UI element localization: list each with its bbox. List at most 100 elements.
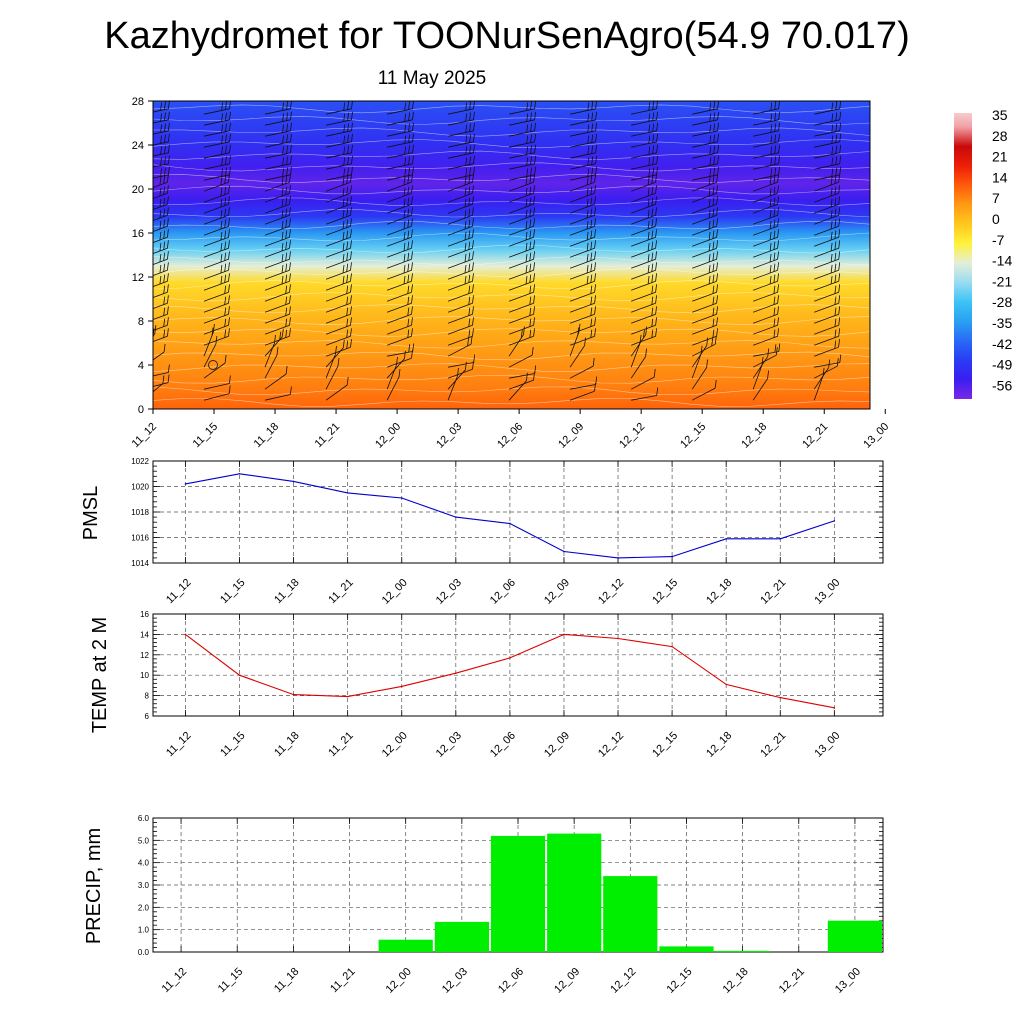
- wind-barb-feather: [534, 144, 536, 153]
- wind-barb-feather: [777, 262, 779, 271]
- wind-barb-feather: [160, 168, 162, 177]
- wind-barb-feather: [164, 101, 166, 110]
- wind-barb-feather: [708, 187, 711, 197]
- wind-barb: [814, 313, 839, 324]
- precip-xtick-label: 13_00: [833, 966, 863, 996]
- wind-barb-feather: [408, 344, 411, 353]
- wind-barb: [875, 303, 899, 312]
- wind-barb: [631, 258, 656, 269]
- wind-barb-feather: [647, 187, 650, 197]
- wind-barb-feather: [407, 197, 410, 206]
- wind-barb-feather: [900, 218, 901, 226]
- wind-barb: [753, 335, 778, 346]
- wind-barb-feather: [716, 174, 718, 183]
- wind-barb-feather: [595, 155, 597, 164]
- wind-barb-feather: [346, 252, 349, 261]
- wind-barb-feather: [653, 369, 656, 378]
- wind-barb: [692, 181, 717, 192]
- wind-barb-feather: [901, 145, 902, 153]
- colorbar-label: -35: [992, 315, 1012, 331]
- wind-barb-feather: [343, 102, 346, 111]
- wind-barb: [325, 291, 351, 302]
- wind-barb-feather: [154, 325, 157, 334]
- wind-barb: [264, 373, 287, 390]
- wind-barb: [325, 335, 351, 346]
- precip-bar: [547, 833, 602, 952]
- wind-barb-feather: [716, 273, 718, 282]
- wind-barb: [753, 181, 778, 192]
- wind-barb-feather: [769, 264, 772, 274]
- wind-barb-feather: [595, 122, 597, 131]
- wind-barb-feather: [167, 207, 169, 216]
- wind-barb: [153, 225, 168, 232]
- wind-barb-feather: [711, 338, 714, 347]
- y-tick-label: 16: [132, 228, 144, 240]
- wind-barb-feather: [717, 144, 719, 153]
- wind-barb-feather: [778, 144, 780, 153]
- wind-barb: [692, 269, 717, 280]
- wind-barb-feather: [586, 198, 589, 208]
- wind-barb-feather: [289, 229, 291, 238]
- wind-barb: [875, 248, 899, 257]
- wind-barb-feather: [777, 284, 779, 293]
- wind-barb-feather: [595, 101, 597, 109]
- colorbar-label: -28: [992, 294, 1012, 310]
- wind-barb-feather: [713, 167, 716, 176]
- wind-barb-feather: [225, 156, 227, 165]
- wind-barb-feather: [777, 207, 779, 216]
- precip-xtick-label: 12_00: [384, 966, 414, 996]
- forecast-date: 11 May 2025: [378, 68, 486, 89]
- wind-barb-feather: [587, 168, 590, 177]
- wind-barb-feather: [282, 168, 284, 177]
- wind-barb: [814, 258, 839, 269]
- temp-xtick-label: 12_00: [380, 730, 410, 760]
- wind-barb-feather: [897, 135, 898, 143]
- wind-barb-feather: [160, 135, 162, 144]
- wind-barb-feather: [712, 197, 715, 206]
- wind-barb: [448, 362, 474, 368]
- wind-barb-feather: [648, 113, 651, 122]
- wind-barb-feather: [655, 218, 657, 227]
- wind-barb-feather: [469, 101, 471, 110]
- wind-barb: [508, 225, 534, 236]
- wind-barb: [569, 302, 595, 313]
- wind-barb-feather: [647, 198, 650, 208]
- temperature-colorbar: 35 28 21 14 7 0 -7 -14 -21 -28 -35 -42 -49 -56: [954, 107, 1012, 399]
- wind-barb-feather: [774, 112, 777, 121]
- wind-barb: [386, 313, 412, 324]
- precip-ytick-label: 2.0: [138, 903, 150, 912]
- y-tick-label: 8: [138, 316, 144, 328]
- wind-barb-feather: [651, 197, 654, 206]
- pmsl-ytick-label: 1018: [131, 508, 149, 517]
- wind-barb: [509, 119, 535, 126]
- wind-barb-feather: [281, 209, 284, 219]
- temp-xtick-label: 11_12: [164, 730, 194, 760]
- temp-data-point: [400, 685, 403, 688]
- wind-barb-feather: [286, 145, 288, 154]
- wind-barb-feather: [412, 155, 414, 164]
- wind-barb-feather: [830, 198, 833, 208]
- wind-barb: [753, 163, 779, 170]
- wind-barb: [692, 214, 717, 225]
- wind-barb-feather: [472, 185, 474, 194]
- wind-barb-feather: [342, 187, 345, 197]
- wind-barb: [569, 258, 595, 269]
- wind-barb-feather: [896, 231, 897, 239]
- wind-barb-feather: [407, 296, 410, 305]
- wind-barb-feather: [351, 144, 353, 153]
- wind-barb-feather: [655, 185, 657, 194]
- wind-barb-feather: [590, 197, 593, 206]
- wind-barb: [813, 375, 824, 401]
- wind-barb: [752, 364, 763, 390]
- wind-barb-feather: [464, 253, 467, 263]
- wind-barb: [875, 336, 899, 345]
- wind-barb-feather: [835, 167, 838, 176]
- wind-barb-feather: [285, 307, 288, 316]
- wind-barb: [448, 163, 474, 170]
- pmsl-data-point: [292, 480, 295, 483]
- wind-barb-feather: [714, 336, 717, 345]
- wind-barb-feather: [286, 156, 288, 165]
- wind-barb-feather: [716, 262, 718, 271]
- wind-barb-feather: [835, 145, 838, 154]
- wind-barb: [386, 247, 412, 258]
